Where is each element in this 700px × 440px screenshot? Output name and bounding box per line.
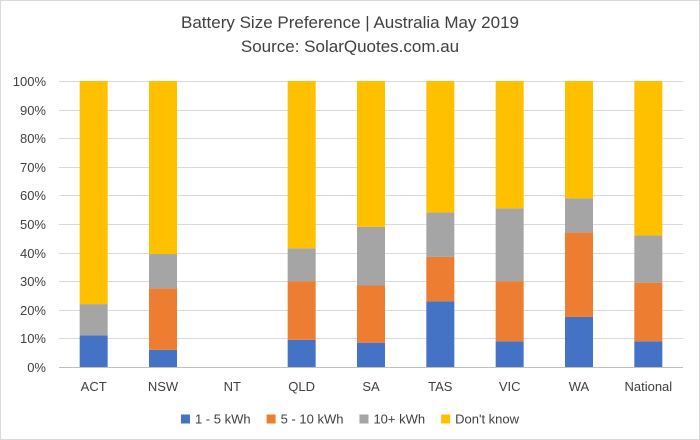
bar-segment bbox=[426, 81, 455, 213]
chart-subtitle: Source: SolarQuotes.com.au bbox=[240, 37, 460, 56]
y-tick-label: 50% bbox=[20, 217, 46, 232]
legend-swatch bbox=[441, 414, 451, 424]
chart-title: Battery Size Preference | Australia May … bbox=[181, 13, 519, 32]
x-tick-label: VIC bbox=[499, 379, 521, 394]
legend-swatch bbox=[359, 414, 369, 424]
y-tick-label: 30% bbox=[20, 274, 46, 289]
bar-segment bbox=[287, 339, 316, 367]
bar-segment bbox=[149, 81, 177, 255]
x-tick-label: ACT bbox=[81, 379, 107, 394]
x-tick-label: WA bbox=[569, 379, 590, 394]
bar-segment bbox=[565, 232, 593, 317]
bar-segment bbox=[565, 198, 593, 233]
legend-label: 5 - 10 kWh bbox=[281, 412, 344, 427]
bar-segment bbox=[565, 81, 593, 199]
legend-label: Don't know bbox=[455, 412, 520, 427]
bar-segment bbox=[149, 349, 177, 367]
y-tick-label: 80% bbox=[20, 131, 46, 146]
y-tick-label: 70% bbox=[20, 160, 46, 175]
bar-segment bbox=[634, 235, 663, 283]
x-tick-label: TAS bbox=[428, 379, 453, 394]
bar-segment bbox=[634, 282, 663, 342]
bar-segment bbox=[79, 304, 108, 336]
x-tick-label: QLD bbox=[288, 379, 315, 394]
bar-segment bbox=[565, 316, 593, 367]
bar-segment bbox=[287, 281, 316, 340]
bar-segment bbox=[634, 341, 663, 367]
bar-segment bbox=[495, 341, 524, 367]
bar-segment bbox=[426, 256, 455, 302]
legend-swatch bbox=[266, 414, 276, 424]
x-tick-label: NT bbox=[224, 379, 241, 394]
bar-segment bbox=[357, 285, 385, 343]
bar-segment bbox=[79, 81, 108, 305]
bar-segment bbox=[287, 248, 316, 282]
bar-segment bbox=[495, 81, 524, 209]
legend-label: 10+ kWh bbox=[373, 412, 425, 427]
x-tick-label: National bbox=[624, 379, 672, 394]
bar-segment bbox=[357, 226, 385, 286]
legend-label: 1 - 5 kWh bbox=[195, 412, 251, 427]
y-tick-label: 0% bbox=[27, 360, 46, 375]
bar-segment bbox=[426, 301, 455, 367]
bar-segment bbox=[287, 81, 316, 249]
bar-segment bbox=[149, 254, 177, 289]
legend: 1 - 5 kWh 5 - 10 kWh 10+ kWh Don't know bbox=[180, 412, 520, 427]
bar-segment bbox=[634, 81, 663, 236]
bar-segment bbox=[79, 335, 108, 367]
bar-segment bbox=[495, 208, 524, 282]
y-tick-label: 100% bbox=[13, 74, 47, 89]
bar-segment bbox=[357, 342, 385, 367]
x-tick-label: NSW bbox=[148, 379, 179, 394]
bar-segment bbox=[149, 288, 177, 350]
bar-segment bbox=[495, 281, 524, 342]
bar-segment bbox=[357, 81, 385, 227]
y-tick-label: 10% bbox=[20, 331, 46, 346]
legend-swatch bbox=[180, 414, 190, 424]
y-tick-label: 60% bbox=[20, 188, 46, 203]
x-tick-label: SA bbox=[362, 379, 380, 394]
y-tick-label: 20% bbox=[20, 303, 46, 318]
y-tick-label: 40% bbox=[20, 246, 46, 261]
bar-segment bbox=[426, 212, 455, 257]
y-tick-label: 90% bbox=[20, 103, 46, 118]
